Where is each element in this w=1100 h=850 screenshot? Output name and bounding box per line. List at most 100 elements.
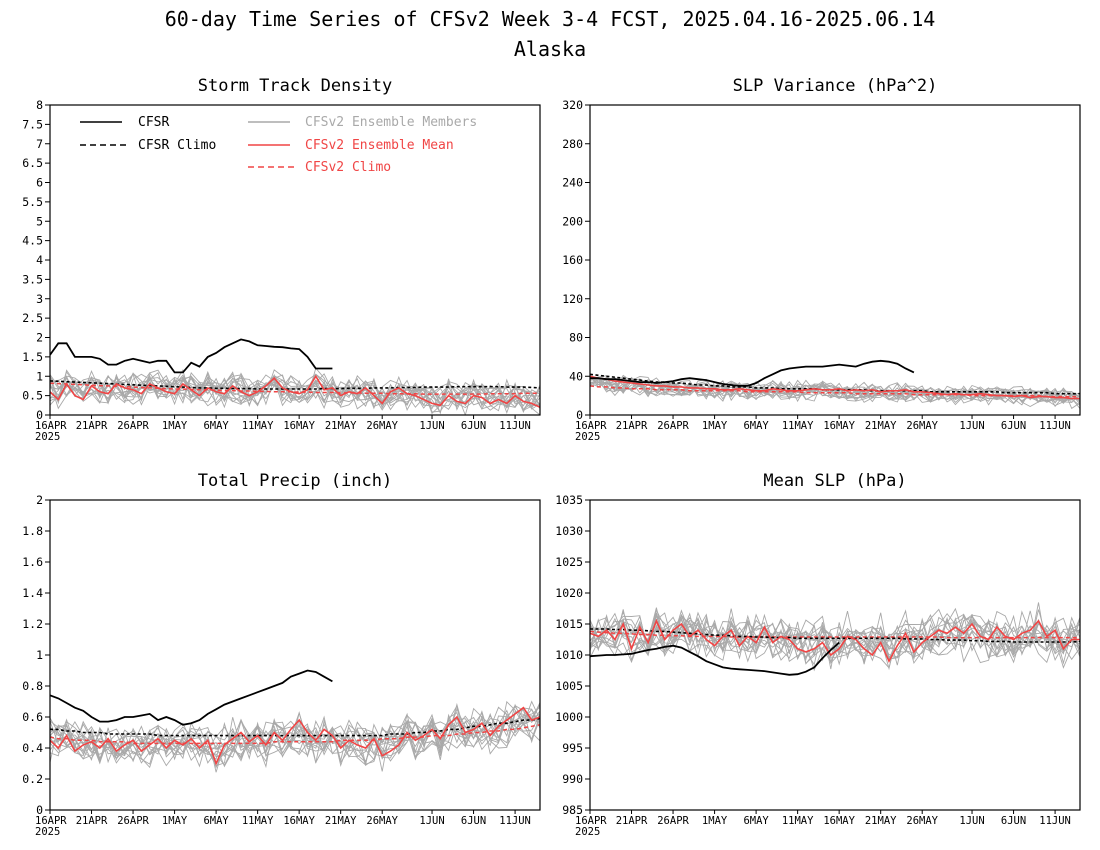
- ensemble-member-line: [590, 375, 1080, 400]
- y-tick-label: 4.5: [22, 234, 43, 248]
- legend-cfsr-label: CFSR: [138, 115, 169, 130]
- ensemble-member-line: [590, 378, 1080, 404]
- x-tick-label: 6MAY: [203, 815, 229, 827]
- cfsv2-climo-line: [590, 630, 1080, 639]
- y-tick-label: 160: [562, 253, 583, 267]
- y-tick-label: 985: [562, 803, 583, 817]
- y-tick-label: 3.5: [22, 272, 43, 286]
- x-tick-label: 21MAY: [865, 420, 897, 432]
- x-tick-label: 11MAY: [242, 420, 274, 432]
- ensemble-member-line: [590, 609, 1080, 666]
- x-tick-label: 26MAY: [906, 420, 938, 432]
- x-tick-label: 11JUN: [1039, 815, 1071, 827]
- y-tick-label: 0.2: [22, 772, 43, 786]
- y-tick-label: 2: [36, 493, 43, 507]
- x-tick-label: 1JUN: [959, 815, 984, 827]
- y-tick-label: 1000: [555, 710, 583, 724]
- y-tick-label: 8: [36, 98, 43, 112]
- y-tick-label: 120: [562, 292, 583, 306]
- ensemble-mean-line: [590, 375, 1080, 400]
- x-tick-label: 21APR: [616, 420, 648, 432]
- y-tick-label: 3: [36, 292, 43, 306]
- y-tick-label: 280: [562, 137, 583, 151]
- x-year-label: 2025: [35, 826, 60, 838]
- ensemble-members: [50, 700, 540, 773]
- y-tick-label: 7: [36, 137, 43, 151]
- x-tick-label: 1JUN: [419, 815, 444, 827]
- y-tick-label: 320: [562, 98, 583, 112]
- y-tick-label: 1005: [555, 679, 583, 693]
- panel-title: Total Precip (inch): [198, 471, 392, 491]
- x-tick-label: 6MAY: [203, 420, 229, 432]
- y-tick-label: 0.5: [22, 389, 43, 403]
- cfsr-line: [590, 641, 840, 676]
- y-tick-label: 990: [562, 772, 583, 786]
- x-year-label: 2025: [575, 431, 600, 443]
- y-tick-label: 1010: [555, 648, 583, 662]
- legend-members-label: CFSv2 Ensemble Members: [305, 115, 477, 130]
- y-tick-label: 1015: [555, 617, 583, 631]
- y-tick-label: 2.5: [22, 311, 43, 325]
- ensemble-member-line: [50, 708, 540, 764]
- ensemble-member-line: [50, 377, 540, 411]
- ensemble-mean-line: [590, 618, 1080, 664]
- legend-cfsv2-climo-label: CFSv2 Climo: [305, 160, 391, 175]
- y-tick-label: 1.6: [22, 555, 43, 569]
- ensemble-member-line: [50, 367, 540, 415]
- y-tick-label: 40: [569, 369, 583, 383]
- y-tick-label: 0: [36, 803, 43, 817]
- y-tick-label: 1.2: [22, 617, 43, 631]
- x-tick-label: 1JUN: [419, 420, 444, 432]
- y-tick-label: 6: [36, 176, 43, 190]
- ensemble-member-line: [590, 378, 1080, 406]
- plot-frame: [49, 499, 541, 811]
- x-tick-label: 11MAY: [782, 815, 814, 827]
- x-tick-label: 6JUN: [1001, 815, 1026, 827]
- x-tick-label: 11JUN: [1039, 420, 1071, 432]
- x-tick-label: 26APR: [657, 420, 689, 432]
- x-tick-label: 26APR: [117, 420, 149, 432]
- y-tick-label: 6.5: [22, 156, 43, 170]
- ensemble-member-line: [590, 378, 1080, 406]
- ensemble-member-line: [590, 612, 1080, 664]
- x-tick-label: 21APR: [76, 420, 108, 432]
- ensemble-member-line: [50, 700, 540, 773]
- ensemble-mean-line: [50, 374, 540, 409]
- x-tick-label: 26APR: [657, 815, 689, 827]
- panel-title: Mean SLP (hPa): [763, 471, 906, 491]
- y-tick-label: 1.5: [22, 350, 43, 364]
- ensemble-member-line: [50, 373, 540, 415]
- x-year-label: 2025: [35, 431, 60, 443]
- ensemble-member-line: [50, 713, 540, 772]
- cfsr-climo-line: [50, 380, 540, 390]
- plot-frame: [49, 104, 541, 416]
- cfsr-climo-line: [590, 628, 1080, 643]
- x-tick-label: 21APR: [616, 815, 648, 827]
- y-tick-label: 1035: [555, 493, 583, 507]
- y-tick-label: 0: [576, 408, 583, 422]
- ensemble-mean-line: [50, 706, 540, 766]
- x-tick-label: 16APR: [575, 420, 607, 432]
- ensemble-member-line: [50, 700, 540, 761]
- x-tick-label: 16MAY: [283, 420, 315, 432]
- x-tick-label: 11JUN: [499, 420, 531, 432]
- cfsr-line: [50, 669, 333, 726]
- y-tick-label: 1020: [555, 586, 583, 600]
- cfsr-line: [50, 338, 333, 374]
- y-tick-label: 0.6: [22, 710, 43, 724]
- y-tick-label: 5.5: [22, 195, 43, 209]
- y-tick-label: 0: [36, 408, 43, 422]
- legend-ens-mean-label: CFSv2 Ensemble Mean: [305, 138, 454, 153]
- x-tick-label: 1MAY: [702, 815, 728, 827]
- y-tick-label: 1.8: [22, 524, 43, 538]
- x-tick-label: 16APR: [575, 815, 607, 827]
- y-tick-label: 995: [562, 741, 583, 755]
- x-tick-label: 6JUN: [461, 815, 486, 827]
- y-tick-label: 1030: [555, 524, 583, 538]
- x-tick-label: 16APR: [35, 815, 67, 827]
- x-tick-label: 11JUN: [499, 815, 531, 827]
- legend-cfsr-climo-label: CFSR Climo: [138, 138, 216, 153]
- y-tick-label: 1.4: [22, 586, 43, 600]
- y-tick-label: 4: [36, 253, 43, 267]
